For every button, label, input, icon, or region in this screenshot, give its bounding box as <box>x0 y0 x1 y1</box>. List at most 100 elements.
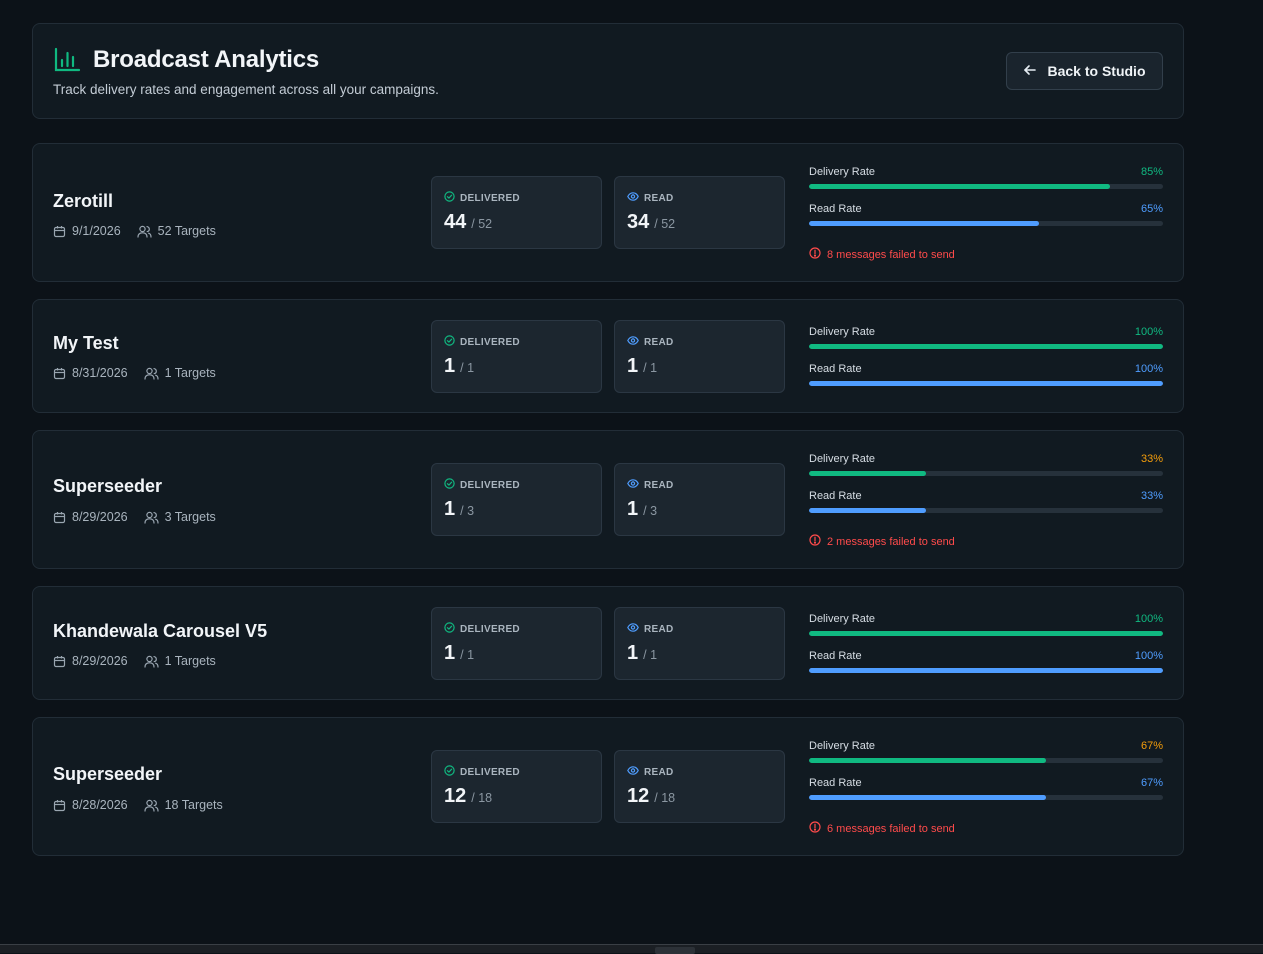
campaign-card[interactable]: Khandewala Carousel V5 8/29/2026 1 Targets… <box>32 586 1184 700</box>
horizontal-scrollbar[interactable] <box>0 944 1263 954</box>
read-rate-value: 100% <box>1134 650 1163 662</box>
users-icon <box>137 225 152 238</box>
read-label: READ <box>644 192 674 204</box>
rates-panel: Delivery Rate 100% Read Rate 100% <box>809 613 1163 673</box>
read-rate-bar <box>809 221 1163 226</box>
delivered-stat: DELIVERED 12 / 18 <box>431 750 602 823</box>
read-rate-label: Read Rate <box>809 363 862 375</box>
delivery-rate-value: 67% <box>1140 740 1163 752</box>
delivery-rate-value: 100% <box>1134 326 1163 338</box>
delivery-rate-label: Delivery Rate <box>809 453 876 465</box>
users-icon <box>144 367 159 380</box>
campaign-targets: 52 Targets <box>157 224 216 238</box>
campaign-name: Superseeder <box>53 476 163 496</box>
back-to-studio-button[interactable]: Back to Studio <box>1006 52 1163 90</box>
read-rate-value: 100% <box>1134 363 1163 375</box>
delivery-rate-bar <box>809 184 1163 189</box>
read-total: / 52 <box>654 217 676 231</box>
campaign-targets: 3 Targets <box>164 510 216 524</box>
delivered-stat: DELIVERED 1 / 3 <box>431 463 602 536</box>
read-total: / 1 <box>643 361 658 375</box>
delivered-label: DELIVERED <box>460 192 520 204</box>
read-rate-bar <box>809 381 1163 386</box>
campaign-card[interactable]: Superseeder 8/28/2026 18 Targets DELIVERED 1… <box>32 717 1184 856</box>
calendar-icon <box>53 511 66 524</box>
delivered-count: 44 <box>444 211 467 233</box>
calendar-icon <box>53 225 66 238</box>
read-total: / 3 <box>643 504 658 518</box>
read-count: 1 <box>627 498 639 520</box>
eye-icon <box>627 622 639 636</box>
eye-icon <box>627 478 639 492</box>
failed-messages-alert: 8 messages failed to send <box>809 247 955 262</box>
delivered-count: 12 <box>444 785 467 807</box>
read-rate-bar <box>809 508 1163 513</box>
campaign-card[interactable]: Zerotill 9/1/2026 52 Targets DELIVERED 44 / 5… <box>32 143 1184 282</box>
delivery-rate-value: 85% <box>1140 166 1163 178</box>
delivered-stat: DELIVERED 1 / 1 <box>431 320 602 393</box>
delivery-rate-label: Delivery Rate <box>809 166 876 178</box>
campaign-name: Superseeder <box>53 764 163 784</box>
read-rate-fill <box>809 668 1163 673</box>
scrollbar-thumb[interactable] <box>655 947 695 954</box>
campaign-name: My Test <box>53 333 119 353</box>
users-icon <box>144 799 159 812</box>
check-circle-icon <box>444 765 455 779</box>
delivered-total: / 18 <box>471 791 493 805</box>
campaign-meta: 8/29/2026 3 Targets <box>53 510 232 524</box>
delivered-count: 1 <box>444 355 456 377</box>
read-label: READ <box>644 336 674 348</box>
calendar-icon <box>53 799 66 812</box>
campaign-targets: 1 Targets <box>164 654 216 668</box>
read-stat: READ 12 / 18 <box>614 750 785 823</box>
check-circle-icon <box>444 191 455 205</box>
eye-icon <box>627 765 639 779</box>
delivery-rate-value: 100% <box>1134 613 1163 625</box>
campaign-card[interactable]: Superseeder 8/29/2026 3 Targets DELIVERED 1 /… <box>32 430 1184 569</box>
campaign-date: 8/28/2026 <box>72 798 128 812</box>
delivered-stat: DELIVERED 44 / 52 <box>431 176 602 249</box>
read-label: READ <box>644 623 674 635</box>
read-label: READ <box>644 479 674 491</box>
delivered-count: 1 <box>444 498 456 520</box>
campaign-list: Zerotill 9/1/2026 52 Targets DELIVERED 44 / 5… <box>32 143 1184 856</box>
read-stat: READ 1 / 3 <box>614 463 785 536</box>
delivered-total: / 3 <box>460 504 475 518</box>
read-stat: READ 1 / 1 <box>614 320 785 393</box>
delivered-total: / 1 <box>460 361 475 375</box>
delivery-rate-bar <box>809 631 1163 636</box>
alert-circle-icon <box>809 821 821 836</box>
read-count: 34 <box>627 211 650 233</box>
campaign-card[interactable]: My Test 8/31/2026 1 Targets DELIVERED 1/ 1 RE… <box>32 299 1184 413</box>
analytics-header: Broadcast Analytics Track delivery rates… <box>32 23 1184 119</box>
delivered-total: / 52 <box>471 217 493 231</box>
calendar-icon <box>53 367 66 380</box>
read-rate-value: 33% <box>1140 490 1163 502</box>
rates-panel: Delivery Rate 67% Read Rate 67% <box>809 740 1163 800</box>
arrow-left-icon <box>1023 63 1037 80</box>
read-rate-label: Read Rate <box>809 203 862 215</box>
delivery-rate-label: Delivery Rate <box>809 326 876 338</box>
delivered-label: DELIVERED <box>460 336 520 348</box>
read-count: 1 <box>627 355 639 377</box>
rates-panel: Delivery Rate 100% Read Rate 100% <box>809 326 1163 386</box>
campaign-meta: 8/29/2026 1 Targets <box>53 654 232 668</box>
delivery-rate-fill <box>809 344 1163 349</box>
delivered-total: / 1 <box>460 648 475 662</box>
campaign-meta: 8/31/2026 1 Targets <box>53 366 232 380</box>
delivery-rate-label: Delivery Rate <box>809 740 876 752</box>
failed-messages-text: 8 messages failed to send <box>827 248 955 261</box>
read-rate-bar <box>809 668 1163 673</box>
delivered-label: DELIVERED <box>460 766 520 778</box>
delivery-rate-fill <box>809 758 1047 763</box>
read-rate-fill <box>809 381 1163 386</box>
campaign-date: 8/31/2026 <box>72 366 128 380</box>
alert-circle-icon <box>809 247 821 262</box>
read-rate-bar <box>809 795 1163 800</box>
failed-messages-alert: 6 messages failed to send <box>809 821 955 836</box>
rates-panel: Delivery Rate 33% Read Rate 33% <box>809 453 1163 513</box>
users-icon <box>144 511 159 524</box>
read-rate-value: 67% <box>1140 777 1163 789</box>
check-circle-icon <box>444 622 455 636</box>
read-rate-fill <box>809 221 1040 226</box>
